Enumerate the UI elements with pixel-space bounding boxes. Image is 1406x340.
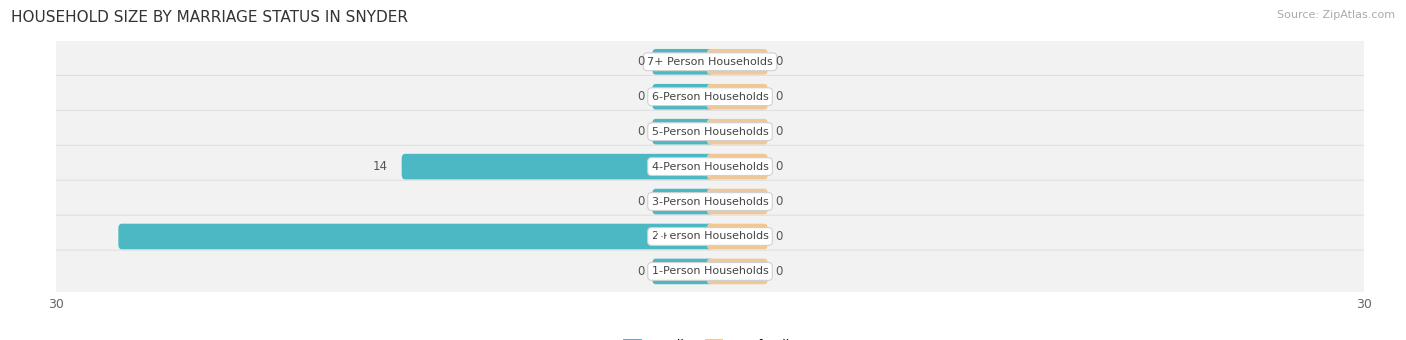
Text: 3-Person Households: 3-Person Households <box>651 197 769 206</box>
Text: 0: 0 <box>776 160 783 173</box>
Legend: Family, Nonfamily: Family, Nonfamily <box>619 334 801 340</box>
FancyBboxPatch shape <box>51 110 1369 153</box>
Text: 5-Person Households: 5-Person Households <box>651 127 769 137</box>
FancyBboxPatch shape <box>707 189 768 214</box>
FancyBboxPatch shape <box>51 75 1369 118</box>
FancyBboxPatch shape <box>707 259 768 284</box>
Text: 14: 14 <box>373 160 388 173</box>
FancyBboxPatch shape <box>118 224 713 249</box>
FancyBboxPatch shape <box>707 119 768 144</box>
Text: 0: 0 <box>776 55 783 68</box>
Text: 6-Person Households: 6-Person Households <box>651 92 769 102</box>
Text: 4-Person Households: 4-Person Households <box>651 162 769 172</box>
Text: 0: 0 <box>776 265 783 278</box>
FancyBboxPatch shape <box>707 224 768 249</box>
FancyBboxPatch shape <box>51 180 1369 223</box>
Text: 27: 27 <box>655 230 672 243</box>
Text: 0: 0 <box>637 195 644 208</box>
FancyBboxPatch shape <box>51 40 1369 83</box>
Text: 0: 0 <box>776 230 783 243</box>
Text: 0: 0 <box>637 90 644 103</box>
Text: 0: 0 <box>776 90 783 103</box>
FancyBboxPatch shape <box>652 259 713 284</box>
Text: 0: 0 <box>637 125 644 138</box>
Text: 0: 0 <box>776 195 783 208</box>
FancyBboxPatch shape <box>707 49 768 74</box>
FancyBboxPatch shape <box>51 145 1369 188</box>
FancyBboxPatch shape <box>51 215 1369 258</box>
Text: HOUSEHOLD SIZE BY MARRIAGE STATUS IN SNYDER: HOUSEHOLD SIZE BY MARRIAGE STATUS IN SNY… <box>11 10 408 25</box>
FancyBboxPatch shape <box>652 49 713 74</box>
FancyBboxPatch shape <box>707 84 768 109</box>
Text: 0: 0 <box>637 55 644 68</box>
Text: 1-Person Households: 1-Person Households <box>651 267 769 276</box>
FancyBboxPatch shape <box>652 84 713 109</box>
FancyBboxPatch shape <box>652 189 713 214</box>
FancyBboxPatch shape <box>652 119 713 144</box>
Text: 0: 0 <box>776 125 783 138</box>
Text: 7+ Person Households: 7+ Person Households <box>647 57 773 67</box>
FancyBboxPatch shape <box>51 250 1369 293</box>
Text: 0: 0 <box>637 265 644 278</box>
Text: Source: ZipAtlas.com: Source: ZipAtlas.com <box>1277 10 1395 20</box>
Text: 2-Person Households: 2-Person Households <box>651 232 769 241</box>
FancyBboxPatch shape <box>402 154 713 180</box>
FancyBboxPatch shape <box>707 154 768 180</box>
